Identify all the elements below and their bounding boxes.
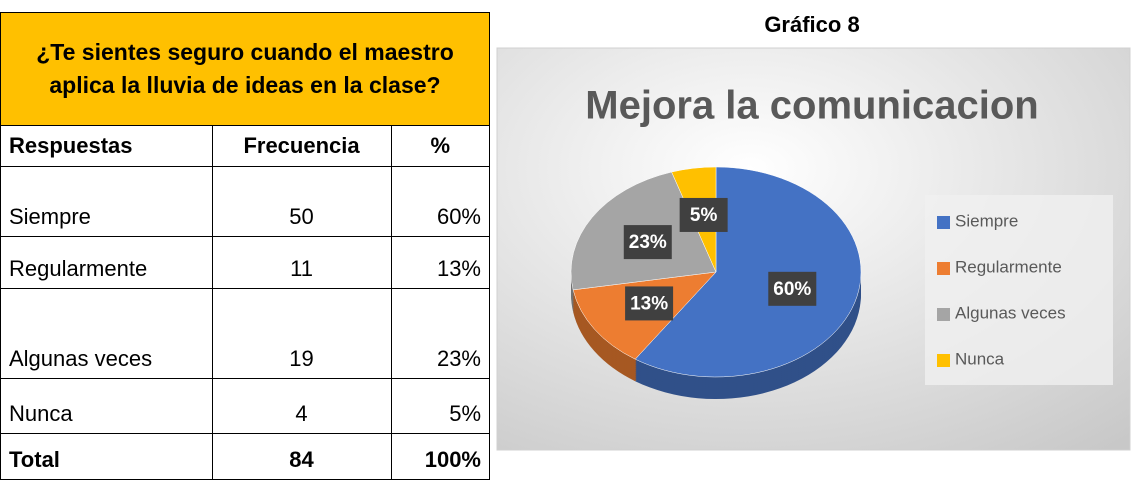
legend-label: Nunca — [955, 349, 1005, 368]
pie-side — [671, 183, 716, 288]
table-cell: 13% — [390, 236, 490, 289]
table-cell: Nunca — [0, 378, 213, 434]
pie-side — [671, 169, 716, 274]
data-label-box — [625, 286, 674, 321]
pie-side — [635, 177, 861, 387]
pie-slice — [570, 171, 717, 291]
total-cell: 84 — [211, 433, 392, 480]
legend-swatch — [937, 308, 950, 321]
pie-side — [573, 274, 716, 362]
pie-side — [635, 189, 861, 399]
pie-side — [671, 185, 716, 290]
pie-slice — [572, 271, 717, 360]
legend-label: Regularmente — [955, 257, 1062, 276]
data-label-box — [623, 225, 672, 260]
table-cell: 19 — [211, 288, 392, 379]
legend-swatch — [937, 354, 950, 367]
pie-side — [571, 190, 716, 308]
pie-side — [671, 179, 716, 284]
pie-side — [671, 181, 716, 286]
table-cell: 11 — [211, 236, 392, 289]
pie-side — [573, 292, 716, 380]
pie-side — [635, 181, 861, 391]
header: Frecuencia — [211, 125, 392, 167]
pie-side — [573, 280, 716, 368]
pie-side — [571, 176, 716, 294]
pie-side — [671, 175, 716, 280]
table-cell: Algunas veces — [0, 288, 213, 379]
pie-side — [635, 175, 861, 385]
total-cell: 100% — [390, 433, 490, 480]
pie-side — [573, 288, 716, 376]
pie-side — [635, 171, 861, 382]
pie-side — [571, 192, 716, 310]
pie-side — [571, 194, 716, 312]
data-label-box — [768, 271, 817, 306]
table-cell: 4 — [211, 378, 392, 434]
pie-side — [573, 282, 716, 370]
header: % — [390, 125, 490, 167]
table-cell: Regularmente — [0, 236, 213, 289]
pie-side — [635, 185, 861, 395]
table-cell: 5% — [390, 378, 490, 434]
data-label: 5% — [690, 205, 718, 226]
header: Respuestas — [0, 125, 213, 167]
pie-side — [573, 286, 716, 374]
pie-side — [635, 179, 861, 389]
data-table: ¿Te sientes seguro cuando el maestro apl… — [0, 12, 490, 480]
pie-side — [573, 276, 716, 364]
pie-side — [571, 178, 716, 296]
chart-area — [496, 47, 1131, 451]
table-cell: 50 — [211, 166, 392, 237]
pie-side — [573, 284, 716, 372]
pie-slice — [671, 166, 717, 273]
pie-side — [635, 169, 861, 379]
pie-side — [573, 278, 716, 366]
legend-label: Siempre — [955, 211, 1018, 230]
table-cell: Siempre — [0, 166, 213, 237]
data-label-box — [679, 197, 728, 232]
legend-box — [925, 195, 1113, 385]
pie-side — [573, 294, 716, 382]
pie-side — [635, 187, 861, 397]
pie-side — [571, 182, 716, 300]
pie-side — [671, 173, 716, 278]
data-label: 13% — [630, 293, 668, 314]
pie-side — [571, 188, 716, 306]
pie-side — [573, 290, 716, 378]
pie-side — [571, 180, 716, 298]
data-label: 23% — [629, 232, 667, 253]
pie-side — [571, 174, 716, 292]
pie-side — [671, 171, 716, 276]
pie-side — [571, 186, 716, 304]
legend-swatch — [937, 216, 950, 229]
legend-swatch — [937, 262, 950, 275]
pie-side — [671, 189, 716, 294]
table-title: ¿Te sientes seguro cuando el maestro apl… — [0, 12, 490, 126]
pie-side — [671, 187, 716, 292]
chart-caption: Gráfico 8 — [764, 12, 859, 37]
pie-side — [635, 183, 861, 393]
data-label: 60% — [773, 279, 811, 300]
pie-side — [671, 177, 716, 282]
pie-side — [635, 173, 861, 383]
total-cell: Total — [0, 433, 213, 480]
table-cell: 60% — [390, 166, 490, 237]
pie-side — [571, 184, 716, 302]
table-cell: 23% — [390, 288, 490, 379]
pie-slice — [634, 166, 862, 378]
legend-label: Algunas veces — [955, 303, 1066, 322]
chart-title: Mejora la comunicacion — [585, 84, 1038, 128]
